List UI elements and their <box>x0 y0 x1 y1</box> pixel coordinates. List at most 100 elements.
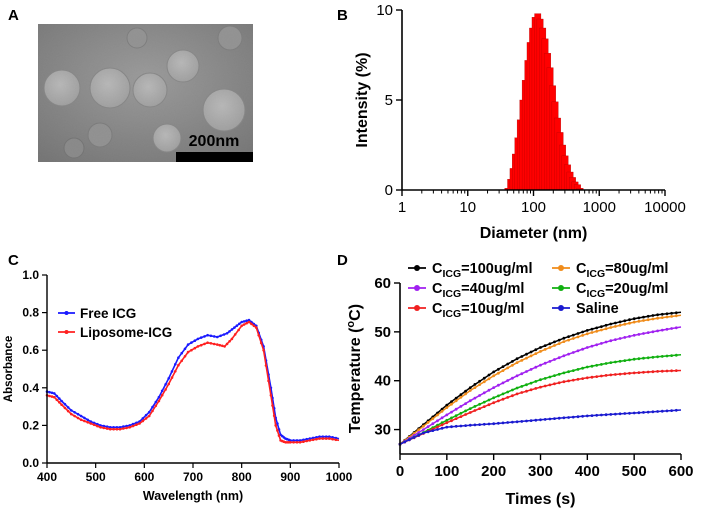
liposome-icg-point <box>262 348 265 352</box>
temperature-point-saline <box>674 408 678 412</box>
free-icg-point <box>83 416 86 420</box>
x-axis-label: Diameter (nm) <box>480 225 588 242</box>
free-icg-point <box>331 436 334 439</box>
temperature-point-c100 <box>482 376 486 380</box>
liposome-icg-point <box>218 343 222 347</box>
temperature-point-c80 <box>557 342 561 345</box>
temperature-point-c100 <box>515 357 519 361</box>
temperature-point-c10 <box>581 377 584 380</box>
temperature-point-c40 <box>492 386 496 389</box>
x-axis-label: Times (s) <box>506 491 576 508</box>
temperature-point-c80 <box>553 344 556 347</box>
temperature-point-c40 <box>431 422 435 426</box>
liposome-icg-point <box>196 345 200 348</box>
temperature-point-saline <box>529 419 533 422</box>
temperature-line-c20 <box>399 354 682 445</box>
temperature-point-c80 <box>628 321 631 325</box>
liposome-icg-point <box>96 424 99 428</box>
legend-label-end: =80ug/ml <box>605 261 668 277</box>
legend-label-c80: CICG=80ug/ml <box>576 261 668 280</box>
legend-label-end: =10ug/ml <box>461 301 524 317</box>
temperature-point-c20 <box>445 418 449 422</box>
temperature-point-saline <box>525 419 528 423</box>
liposome-icg-point <box>308 439 312 442</box>
temperature-point-c20 <box>581 366 584 370</box>
temperature-point-c10 <box>440 423 444 427</box>
temperature-point-c10 <box>520 391 524 394</box>
free-icg-point <box>160 389 164 393</box>
free-icg-point <box>209 334 213 338</box>
free-icg-point <box>99 424 102 427</box>
temperature-point-c100 <box>548 342 552 346</box>
temperature-point-c20 <box>623 359 627 362</box>
free-icg-point <box>174 363 177 366</box>
temperature-point-c20 <box>632 357 636 361</box>
temperature-point-c20 <box>450 416 453 420</box>
liposome-icg-point <box>55 398 59 402</box>
legend-label-sub: ICG <box>442 288 461 300</box>
liposome-icg-point <box>328 437 331 440</box>
legend-label-main: C <box>576 261 587 277</box>
free-icg-point <box>190 341 193 344</box>
scale-bar-label: 200nm <box>189 133 240 150</box>
temperature-point-c40 <box>651 330 655 334</box>
temperature-point-c10 <box>473 409 477 412</box>
temperature-point-c10 <box>454 417 458 420</box>
x-tick-label: 400 <box>37 470 57 484</box>
temperature-point-c80 <box>571 337 575 340</box>
free-icg-point <box>203 335 206 338</box>
panel-label-b: B <box>337 7 348 24</box>
free-icg-point <box>305 437 309 441</box>
temperature-point-c20 <box>567 370 570 374</box>
liposome-icg-point <box>203 342 206 346</box>
y-tick-label: 10 <box>376 2 393 19</box>
temperature-point-c40 <box>571 351 575 354</box>
temperature-point-c100 <box>670 311 673 315</box>
y-tick-label: 1.0 <box>22 268 39 282</box>
liposome-icg-point <box>292 441 295 444</box>
liposome-icg-point <box>190 348 193 352</box>
temperature-point-c100 <box>581 330 584 334</box>
temperature-point-saline <box>417 433 421 437</box>
scale-bar <box>176 152 253 162</box>
free-icg-point <box>247 318 251 322</box>
liposome-icg-point <box>63 406 67 410</box>
liposome-icg-point <box>221 344 224 348</box>
y-tick-label: 0.6 <box>22 343 39 357</box>
temperature-point-saline <box>557 416 561 420</box>
temperature-point-saline <box>637 411 641 415</box>
legend-marker-c10 <box>414 305 420 311</box>
x-tick-label: 1000 <box>583 199 616 216</box>
temperature-point-c80 <box>478 383 481 386</box>
temperature-point-c100 <box>468 386 472 389</box>
temperature-point-c100 <box>492 370 496 374</box>
liposome-icg-point <box>315 437 318 441</box>
temperature-point-c20 <box>642 356 645 360</box>
temperature-point-c80 <box>426 421 430 424</box>
temperature-point-c100 <box>609 322 613 326</box>
liposome-icg-point <box>105 427 109 430</box>
temperature-point-saline <box>445 425 449 429</box>
temperature-point-c20 <box>576 368 580 371</box>
temperature-point-c100 <box>674 311 678 315</box>
liposome-icg-point <box>311 438 315 442</box>
temperature-point-c80 <box>632 320 636 324</box>
temperature-point-c20 <box>464 409 467 413</box>
temperature-point-c100 <box>595 326 599 330</box>
free-icg-point <box>328 435 331 439</box>
free-icg-point <box>122 425 125 428</box>
temperature-point-saline <box>473 423 477 427</box>
panel-d-chart: 0 100 200 300 400 500 600 30 40 50 60 Times (s) Temp… <box>345 261 694 508</box>
temperature-point-c100 <box>628 318 631 322</box>
temperature-point-saline <box>576 415 580 419</box>
temperature-point-c80 <box>422 424 425 428</box>
liposome-icg-point <box>257 334 261 337</box>
panel-a-micrograph: 200nm <box>38 24 253 162</box>
liposome-icg-point <box>259 341 263 345</box>
temperature-point-c40 <box>468 399 472 403</box>
liposome-icg-point <box>174 370 177 373</box>
temperature-point-c10 <box>614 373 617 376</box>
temperature-point-c20 <box>520 385 524 388</box>
temperature-point-c40 <box>581 347 584 351</box>
temperature-point-c100 <box>646 314 650 318</box>
